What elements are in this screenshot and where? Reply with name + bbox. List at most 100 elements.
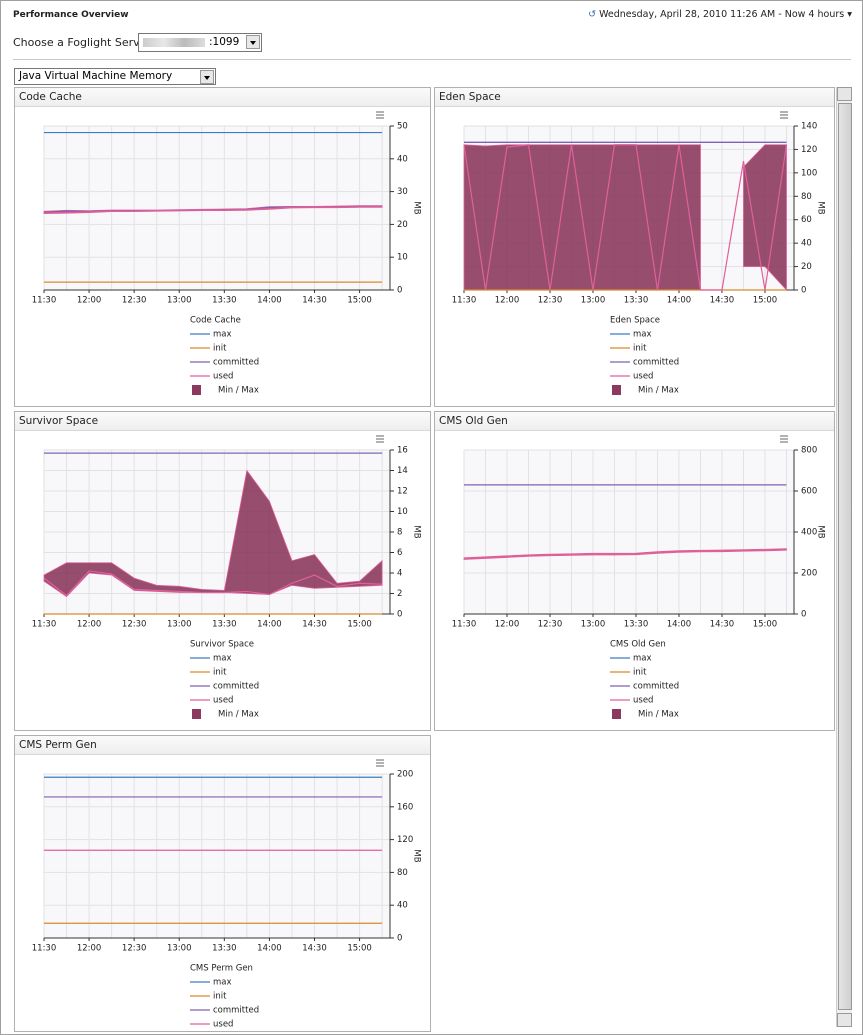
x-tick-label: 14:30	[302, 296, 327, 306]
y-tick-label: 10	[397, 253, 408, 263]
legend-swatch	[612, 709, 621, 719]
y-tick-label: 160	[397, 802, 413, 812]
y-tick-label: 400	[801, 528, 817, 538]
x-tick-label: 11:30	[32, 620, 57, 630]
y-tick-label: 120	[397, 835, 413, 845]
scrollbar[interactable]	[836, 87, 852, 1027]
time-range[interactable]: ↺ Wednesday, April 28, 2010 11:26 AM - N…	[588, 9, 852, 20]
legend-label: init	[213, 992, 227, 1002]
y-tick-label: 4	[397, 569, 402, 579]
y-tick-label: 100	[801, 168, 817, 178]
x-tick-label: 12:30	[122, 944, 147, 954]
chart-panel: Code Cache 0 10 20 30 40 50 MB 11:30 12:00 12:30 13…	[14, 87, 431, 407]
x-tick-label: 14:30	[302, 944, 327, 954]
legend-title: Eden Space	[610, 316, 660, 326]
chart: 0 40 80 120 160 200 MB 11:30 12:00 12:30 13:00 13:3…	[32, 759, 422, 1030]
y-tick-label: 200	[801, 569, 817, 579]
legend-label: max	[633, 330, 652, 340]
x-tick-label: 14:30	[710, 620, 735, 630]
x-tick-label: 12:00	[77, 620, 102, 630]
chart-panel: Eden Space 0 20 40 60 80 100 120 140 MB 11:30 12:00…	[434, 87, 835, 407]
series-line	[43, 570, 383, 597]
x-tick-label: 13:30	[212, 620, 237, 630]
y-tick-label: 0	[801, 610, 806, 620]
y-tick-label: 2	[397, 589, 402, 599]
x-tick-label: 13:00	[581, 296, 606, 306]
y-tick-label: 20	[397, 220, 408, 230]
legend-label: used	[213, 696, 233, 706]
x-tick-label: 12:00	[495, 296, 520, 306]
legend-label: used	[213, 1020, 233, 1030]
x-tick-label: 13:00	[167, 620, 192, 630]
min-max-band	[743, 144, 787, 292]
timestamp[interactable]: Wednesday, April 28, 2010 11:26 AM - Now…	[599, 9, 845, 20]
legend-label: committed	[213, 1006, 259, 1016]
legend-label: committed	[213, 358, 259, 368]
x-tick-label: 13:30	[624, 296, 649, 306]
x-tick-label: 15:00	[347, 620, 372, 630]
legend-label: max	[213, 978, 232, 988]
legend-label: max	[213, 654, 232, 664]
x-tick-label: 13:30	[624, 620, 649, 630]
series-line	[463, 548, 787, 560]
y-tick-label: 0	[397, 934, 402, 944]
y-tick-label: 20	[801, 262, 812, 272]
x-tick-label: 15:00	[347, 944, 372, 954]
x-tick-label: 12:30	[122, 296, 147, 306]
chart-panel: CMS Perm Gen 0 40 80 120 160 200 MB 11:30 12:00 12…	[14, 735, 431, 1032]
x-tick-label: 13:30	[212, 296, 237, 306]
legend-title: CMS Perm Gen	[190, 964, 253, 974]
series-line	[43, 206, 383, 214]
y-tick-label: 16	[397, 446, 408, 456]
y-tick-label: 6	[397, 548, 402, 558]
legend-label: used	[213, 372, 233, 382]
y-tick-label: 800	[801, 446, 817, 456]
view-select[interactable]: Java Virtual Machine Memory	[14, 68, 216, 85]
legend-label: max	[213, 330, 232, 340]
x-tick-label: 14:30	[710, 296, 735, 306]
x-tick-label: 12:30	[122, 620, 147, 630]
legend-label: committed	[213, 682, 259, 692]
y-tick-label: 0	[397, 286, 402, 296]
x-tick-label: 13:30	[212, 944, 237, 954]
panel-title: Eden Space	[435, 88, 834, 107]
y-tick-label: 120	[801, 145, 817, 155]
legend-title: Code Cache	[190, 316, 241, 326]
separator	[13, 59, 851, 60]
server-select[interactable]: :1099	[138, 33, 262, 52]
y-tick-label: 14	[397, 466, 408, 476]
legend-swatch	[192, 385, 201, 395]
chart: 0 20 40 60 80 100 120 140 MB 11:30 12:00 12:30 13:00…	[452, 111, 826, 396]
legend-swatch	[612, 385, 621, 395]
chart-panel: CMS Old Gen 0 200 400 600 800 MB 11:30 12:00 12:3…	[434, 411, 835, 731]
chart-panel: Survivor Space 0 2 4 6 8 10 12 14 16 MB 11:30 12:00 1…	[14, 411, 431, 731]
legend-swatch	[192, 709, 201, 719]
x-tick-label: 15:00	[753, 296, 778, 306]
x-tick-label: 14:00	[257, 620, 282, 630]
legend-label: init	[633, 668, 647, 678]
y-tick-label: 8	[397, 528, 402, 538]
chart: 0 2 4 6 8 10 12 14 16 MB 11:30 12:00 12:30 13:00 13:30…	[32, 435, 422, 720]
x-tick-label: 12:00	[77, 296, 102, 306]
panel-title: Code Cache	[15, 88, 430, 107]
x-tick-label: 12:00	[77, 944, 102, 954]
y-tick-label: 10	[397, 507, 408, 517]
x-tick-label: 11:30	[32, 944, 57, 954]
legend-label: max	[633, 654, 652, 664]
x-tick-label: 14:30	[302, 620, 327, 630]
y-axis-label: MB	[412, 525, 422, 538]
y-tick-label: 40	[397, 901, 408, 911]
legend-label: init	[213, 668, 227, 678]
y-tick-label: 40	[397, 154, 408, 164]
legend-label: Min / Max	[638, 386, 679, 396]
y-axis-label: MB	[816, 525, 826, 538]
x-tick-label: 14:00	[667, 620, 692, 630]
x-tick-label: 15:00	[347, 296, 372, 306]
x-tick-label: 11:30	[452, 620, 477, 630]
legend-label: init	[213, 344, 227, 354]
y-tick-label: 80	[397, 868, 408, 878]
plot-background	[44, 774, 390, 938]
x-tick-label: 11:30	[32, 296, 57, 306]
server-label: Choose a Foglight Server	[13, 36, 151, 49]
x-tick-label: 12:30	[538, 296, 563, 306]
